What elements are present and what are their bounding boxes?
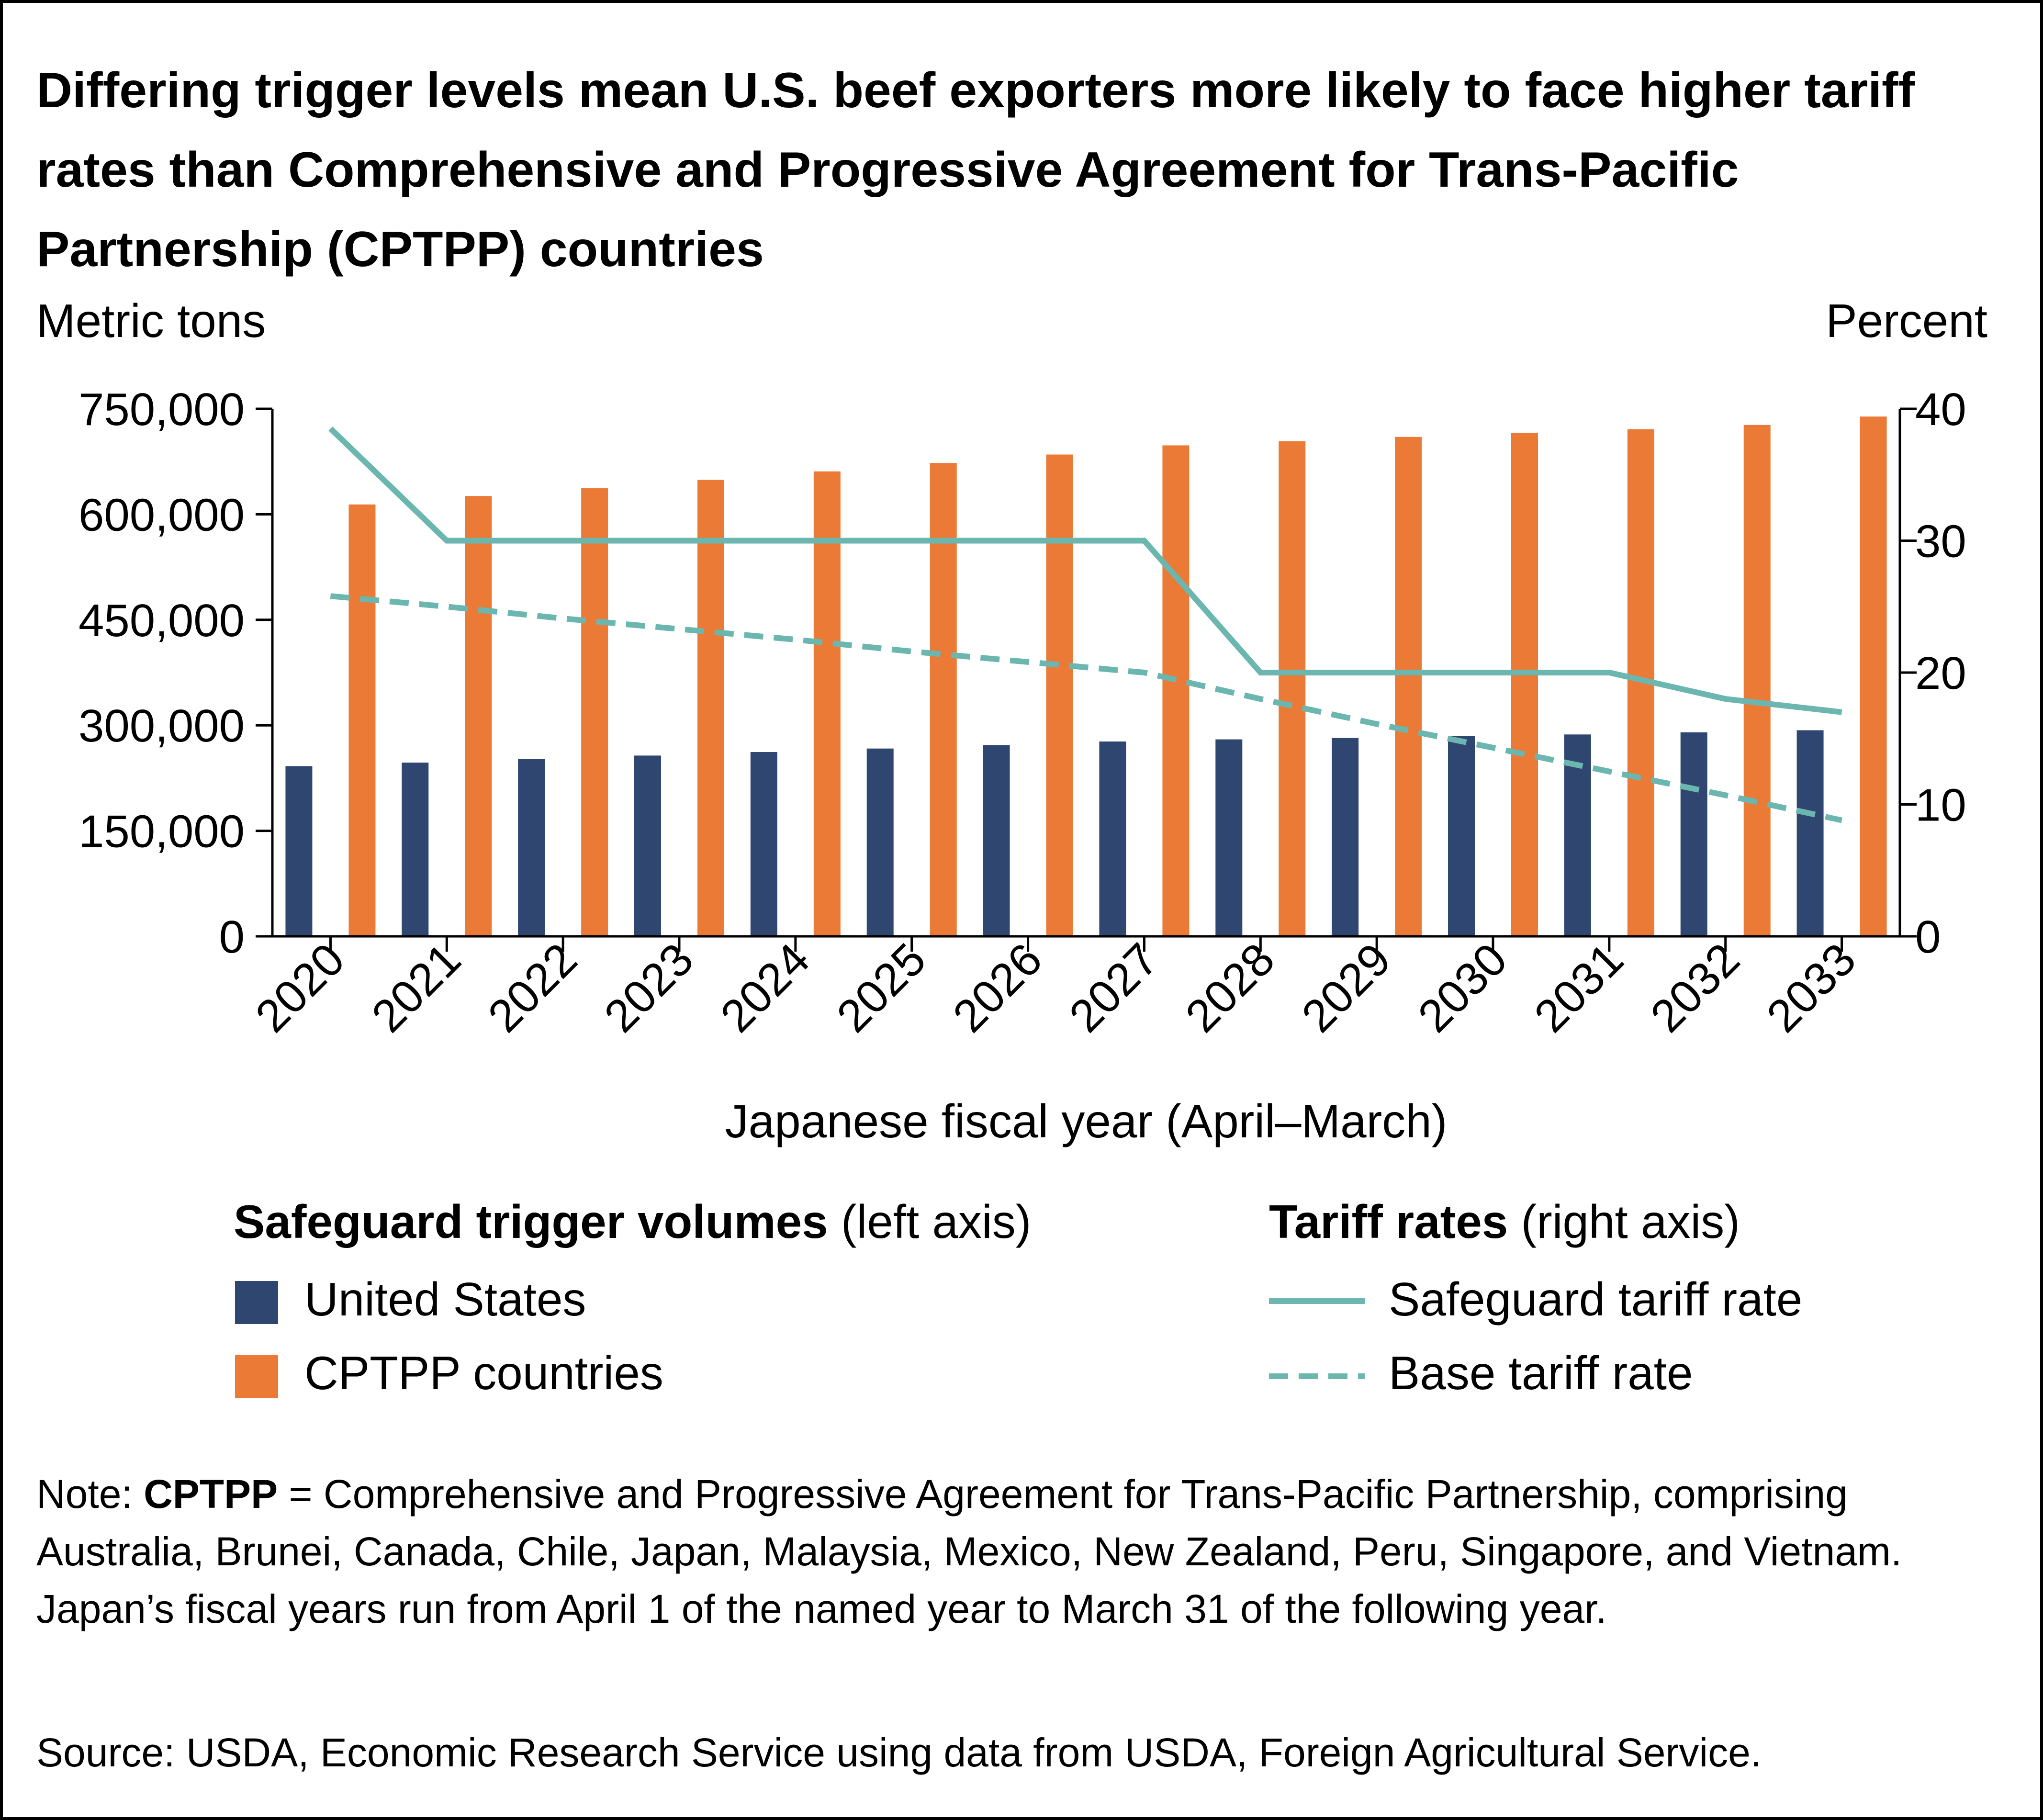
bar-united-states-2025 xyxy=(866,748,894,936)
right-tick-label: 0 xyxy=(1915,911,1941,963)
bar-united-states-2026 xyxy=(983,745,1010,936)
bar-united-states-2023 xyxy=(634,755,661,936)
bar-cptpp-2020 xyxy=(348,504,376,936)
bar-united-states-2029 xyxy=(1332,738,1359,936)
x-tick-label: 2030 xyxy=(1408,933,1517,1042)
bar-cptpp-2028 xyxy=(1279,441,1306,936)
right-tick-label: 20 xyxy=(1915,648,1966,699)
legend-swatch-base-tariff xyxy=(1269,1373,1365,1379)
legend-label-united-states: United States xyxy=(304,1273,586,1326)
note-bold-term: CPTPP xyxy=(144,1472,278,1517)
bar-united-states-2028 xyxy=(1215,739,1243,936)
x-tick-label: 2020 xyxy=(246,933,355,1042)
bar-cptpp-2022 xyxy=(581,488,608,936)
bar-cptpp-2025 xyxy=(930,463,957,936)
right-tick-label: 10 xyxy=(1915,780,1966,831)
bar-cptpp-2027 xyxy=(1162,445,1190,937)
chart-plot: 0 150,000 300,000 450,000 600,000 750,000 0 10 2… xyxy=(79,384,1966,1147)
x-tick-label: 2024 xyxy=(711,933,819,1042)
source-text: Source: USDA, Economic Research Service … xyxy=(36,1730,1762,1775)
x-tick-label: 2028 xyxy=(1176,933,1284,1042)
bar-cptpp-2029 xyxy=(1395,437,1422,936)
note-prefix: Note: xyxy=(36,1472,144,1517)
chart-title: Differing trigger levels mean U.S. beef … xyxy=(36,63,1915,277)
x-tick-label: 2023 xyxy=(595,933,703,1042)
bar-cptpp-2024 xyxy=(813,471,841,936)
x-tick-label: 2026 xyxy=(943,933,1052,1042)
bar-cptpp-2033 xyxy=(1860,416,1887,937)
x-tick-label: 2021 xyxy=(362,933,471,1042)
x-tick-label: 2031 xyxy=(1525,933,1633,1042)
bar-cptpp-2023 xyxy=(697,480,724,936)
left-tick-label: 750,000 xyxy=(79,384,245,435)
bar-cptpp-2021 xyxy=(465,496,492,936)
x-tick-label: 2025 xyxy=(827,933,936,1042)
x-tick-label: 2032 xyxy=(1641,933,1750,1042)
bar-united-states-2033 xyxy=(1796,730,1824,936)
bar-cptpp-2026 xyxy=(1046,454,1073,936)
legend-label-safeguard-tariff: Safeguard tariff rate xyxy=(1389,1273,1803,1326)
legend-heading-tariffs: Tariff rates (right axis) xyxy=(1269,1195,1740,1249)
note-text: Note: CPTPP = Comprehensive and Progress… xyxy=(36,1465,2023,1638)
left-tick-label: 450,000 xyxy=(79,595,245,646)
left-axis-unit-label: Metric tons xyxy=(36,294,266,347)
bar-united-states-2032 xyxy=(1680,732,1707,936)
x-tick-label: 2022 xyxy=(478,933,587,1042)
bar-united-states-2027 xyxy=(1099,741,1126,936)
bar-united-states-2020 xyxy=(285,766,313,936)
left-tick-label: 0 xyxy=(219,911,245,963)
line-safeguard-tariff-rate xyxy=(328,427,1842,715)
legend-swatch-safeguard-tariff xyxy=(1269,1298,1365,1304)
bar-cptpp-2030 xyxy=(1511,432,1538,937)
legend-heading-volumes-bold: Safeguard trigger volumes xyxy=(234,1195,828,1248)
x-tick-label: 2027 xyxy=(1060,933,1168,1042)
legend-swatch-cptpp xyxy=(235,1355,278,1398)
left-tick-label: 600,000 xyxy=(79,489,245,540)
left-tick-label: 150,000 xyxy=(79,806,245,857)
right-tick-label: 40 xyxy=(1915,384,1966,435)
note-body: = Comprehensive and Progressive Agreemen… xyxy=(36,1472,1902,1631)
legend-heading-volumes-rest: (left axis) xyxy=(828,1195,1032,1248)
legend-heading-tariffs-bold: Tariff rates xyxy=(1269,1195,1508,1248)
legend-heading-tariffs-rest: (right axis) xyxy=(1508,1195,1740,1248)
x-axis-title: Japanese fiscal year (April–March) xyxy=(725,1095,1448,1147)
line-base-tariff-rate xyxy=(330,593,1842,823)
bar-united-states-2031 xyxy=(1564,734,1591,936)
legend-heading-volumes: Safeguard trigger volumes (left axis) xyxy=(234,1195,1031,1249)
x-tick-label: 2029 xyxy=(1292,933,1401,1042)
bar-united-states-2021 xyxy=(402,763,429,936)
left-tick-label: 300,000 xyxy=(79,700,245,752)
x-tick-label: 2033 xyxy=(1757,933,1866,1042)
right-axis-unit-label: Percent xyxy=(1826,294,1987,347)
bar-cptpp-2032 xyxy=(1743,425,1771,936)
right-tick-label: 30 xyxy=(1915,516,1966,567)
bar-united-states-2022 xyxy=(518,759,545,936)
legend-label-cptpp: CPTPP countries xyxy=(304,1347,663,1399)
legend-swatch-united-states xyxy=(235,1281,278,1324)
bar-united-states-2024 xyxy=(750,752,777,936)
legend-label-base-tariff: Base tariff rate xyxy=(1389,1347,1693,1399)
bar-united-states-2030 xyxy=(1448,736,1475,936)
